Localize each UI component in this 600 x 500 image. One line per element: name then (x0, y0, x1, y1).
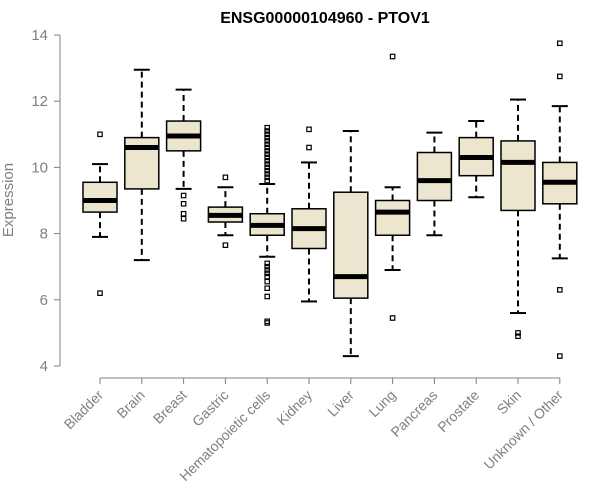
box-brain (124, 68, 160, 262)
iqr-box (500, 140, 536, 212)
outlier-point (306, 144, 312, 151)
outlier-point (264, 134, 271, 141)
outlier-point (264, 171, 271, 177)
outlier-point (264, 157, 271, 164)
box-kidney (291, 126, 327, 303)
outlier-point (222, 242, 229, 248)
y-tick-label: 8 (40, 226, 48, 243)
outlier-point (264, 278, 271, 285)
outlier-point (180, 201, 187, 207)
outlier-point (556, 353, 563, 359)
outlier-point (264, 263, 271, 270)
iqr-box (333, 191, 369, 299)
x-tick-label: Prostate (434, 387, 482, 435)
outlier-point (264, 128, 271, 134)
y-tick-label: 4 (40, 358, 48, 375)
outlier-point (556, 40, 563, 47)
outlier-point (389, 53, 396, 60)
y-tick-label: 10 (31, 159, 48, 176)
iqr-box (82, 181, 118, 213)
y-tick-label: 12 (31, 93, 48, 110)
outlier-point (180, 215, 187, 222)
outlier-point (264, 131, 271, 138)
outlier-point (264, 177, 271, 184)
x-tick-label: Liver (324, 387, 357, 420)
iqr-box (416, 151, 453, 202)
y-tick-label: 14 (31, 27, 48, 44)
outlier-point (264, 320, 271, 326)
boxes-group (82, 40, 578, 359)
outlier-point (264, 267, 271, 273)
outlier-point (264, 148, 271, 154)
y-axis: 4 6 8 10 12 14 (31, 27, 61, 375)
iqr-box (374, 199, 411, 237)
box-skin (500, 98, 536, 340)
box-pancreas (416, 131, 453, 237)
outlier-point (264, 293, 271, 300)
outlier-point (264, 270, 271, 277)
x-tick-label: Lung (365, 387, 398, 420)
x-tick-label: Bladder (61, 387, 107, 433)
y-axis-label: Expression (0, 163, 17, 237)
outlier-point (264, 260, 271, 267)
x-tick-label: Brain (113, 387, 147, 421)
outlier-point (97, 290, 103, 296)
outlier-point (264, 144, 271, 151)
box-lung (374, 53, 411, 321)
outlier-point (515, 333, 521, 340)
outlier-point (222, 174, 229, 181)
y-tick-label: 6 (40, 292, 48, 309)
chart-title: ENSG00000104960 - PTOV1 (220, 10, 430, 27)
outlier-point (264, 174, 271, 181)
box-gastric (207, 174, 244, 248)
outlier-point (264, 151, 271, 157)
box-breast (165, 88, 202, 222)
outlier-point (515, 330, 521, 336)
outlier-point (264, 154, 271, 161)
outlier-point (264, 167, 271, 174)
x-tick-label: Unknown / Other (480, 387, 566, 473)
outlier-point (306, 126, 312, 133)
outlier-point (556, 73, 563, 80)
x-tick-label: Breast (150, 387, 190, 427)
outlier-point (264, 124, 271, 131)
outlier-point (264, 164, 271, 171)
outlier-point (180, 210, 187, 217)
box-unknown-other (542, 40, 578, 359)
outlier-point (556, 287, 563, 293)
outlier-point (264, 285, 271, 292)
outlier-point (180, 192, 187, 199)
outlier-point (97, 131, 103, 138)
outlier-point (264, 141, 271, 148)
outlier-point (264, 138, 271, 144)
outlier-point (389, 315, 396, 321)
box-prostate (458, 120, 494, 199)
x-tick-label: Kidney (274, 387, 316, 429)
x-tick-label: Skin (494, 387, 525, 418)
outlier-point (264, 161, 271, 167)
box-hematopoietic-cells (249, 124, 285, 326)
box-bladder (82, 131, 118, 296)
box-liver (333, 129, 369, 358)
